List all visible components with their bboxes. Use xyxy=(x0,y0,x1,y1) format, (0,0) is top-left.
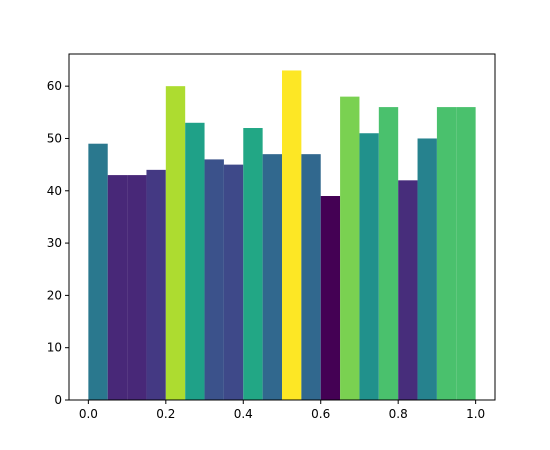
bar-17 xyxy=(417,138,437,401)
bar-12 xyxy=(320,196,341,400)
x-tick-label-4: 0.8 xyxy=(389,407,408,421)
y-tick-label-2: 20 xyxy=(47,288,62,302)
y-tick-label-4: 40 xyxy=(47,184,62,198)
bar-2 xyxy=(127,175,147,400)
x-tick-label-2: 0.4 xyxy=(234,407,253,421)
bar-10 xyxy=(282,70,302,400)
bar-14 xyxy=(359,133,379,401)
bar-1 xyxy=(107,175,128,400)
bar-11 xyxy=(301,154,321,400)
y-tick-label-1: 10 xyxy=(47,341,62,355)
x-tick-label-0: 0.0 xyxy=(79,407,98,421)
bar-7 xyxy=(223,164,244,400)
x-tick-label-5: 1.0 xyxy=(466,407,485,421)
ticks-layer: 0.0 0.2 0.4 0.6 0.8 1.0 0 10 20 30 40 50 60 xyxy=(47,79,485,421)
bar-5 xyxy=(185,122,205,400)
x-tick-label-3: 0.6 xyxy=(311,407,330,421)
bar-13 xyxy=(340,96,360,400)
axes-frame xyxy=(68,53,496,401)
bar-6 xyxy=(204,159,224,400)
bar-0 xyxy=(88,143,108,400)
x-tick-label-1: 0.2 xyxy=(156,407,175,421)
bar-8 xyxy=(243,128,263,401)
bars-layer xyxy=(88,70,476,401)
bar-4 xyxy=(165,86,186,401)
bar-9 xyxy=(262,154,282,400)
bar-16 xyxy=(398,180,418,400)
bar-3 xyxy=(146,169,166,400)
y-tick-label-0: 0 xyxy=(54,393,62,407)
bar-19 xyxy=(456,107,476,400)
y-tick-label-3: 30 xyxy=(47,236,62,250)
y-tick-label-5: 50 xyxy=(47,131,62,145)
y-tick-label-6: 60 xyxy=(47,79,62,93)
bar-18 xyxy=(436,107,457,400)
bar-15 xyxy=(378,107,399,400)
